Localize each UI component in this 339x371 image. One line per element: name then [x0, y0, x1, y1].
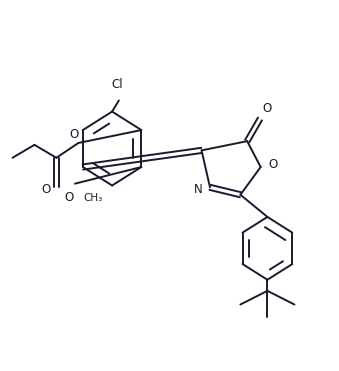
Text: O: O [70, 128, 79, 141]
Text: O: O [64, 191, 73, 204]
Text: N: N [194, 183, 203, 196]
Text: O: O [268, 158, 277, 171]
Text: Cl: Cl [111, 78, 123, 91]
Text: CH₃: CH₃ [83, 193, 103, 203]
Text: O: O [263, 102, 272, 115]
Text: O: O [41, 183, 51, 196]
